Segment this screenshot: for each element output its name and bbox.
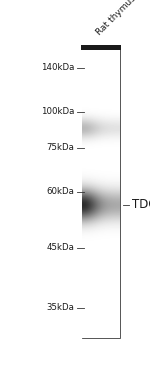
Text: 45kDa: 45kDa [47,243,75,252]
Text: Rat thymus: Rat thymus [95,0,138,37]
Bar [82,48,120,338]
Text: 60kDa: 60kDa [47,188,75,196]
Text: 140kDa: 140kDa [41,64,75,73]
Text: 75kDa: 75kDa [47,144,75,152]
Text: 35kDa: 35kDa [47,303,75,313]
Bar [81,45,121,50]
Text: TDG: TDG [132,198,150,212]
Text: 100kDa: 100kDa [41,108,75,117]
